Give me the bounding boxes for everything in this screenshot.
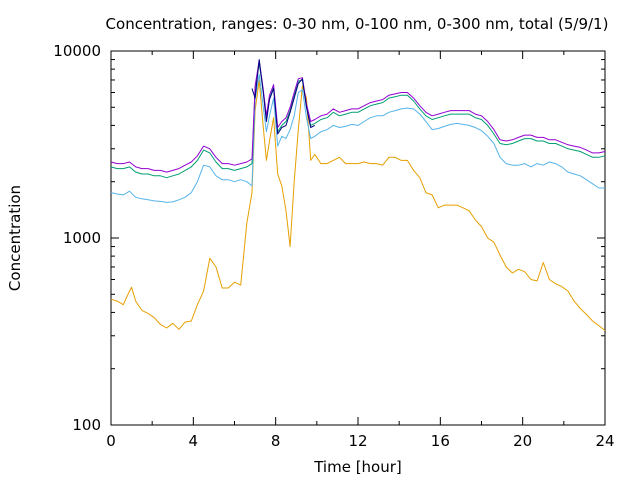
y-tick-label: 10000 bbox=[53, 42, 101, 60]
x-tick-label: 12 bbox=[348, 432, 367, 450]
y-axis: 100 1000 10000 bbox=[53, 42, 605, 434]
y-tick-label: 100 bbox=[72, 416, 101, 434]
y-axis-label: Concentration bbox=[6, 185, 24, 291]
x-tick-label: 4 bbox=[189, 432, 199, 450]
x-axis: 0 4 8 12 16 20 24 bbox=[106, 51, 615, 450]
series-line-5 bbox=[251, 59, 316, 135]
series-layer bbox=[110, 59, 606, 331]
plot-area bbox=[110, 50, 606, 426]
y-tick-label: 1000 bbox=[63, 229, 101, 247]
x-tick-label: 16 bbox=[431, 432, 450, 450]
series-line-1 bbox=[110, 79, 606, 331]
plot-frame bbox=[110, 50, 606, 426]
x-tick-label: 8 bbox=[271, 432, 281, 450]
x-tick-label: 0 bbox=[106, 432, 116, 450]
series-line-4 bbox=[110, 60, 606, 173]
x-axis-label: Time [hour] bbox=[313, 458, 402, 476]
series-line-2 bbox=[110, 73, 605, 203]
series-line-3 bbox=[110, 62, 606, 179]
x-tick-label: 24 bbox=[595, 432, 614, 450]
x-tick-label: 20 bbox=[513, 432, 532, 450]
chart-title: Concentration, ranges: 0-30 nm, 0-100 nm… bbox=[106, 15, 609, 33]
